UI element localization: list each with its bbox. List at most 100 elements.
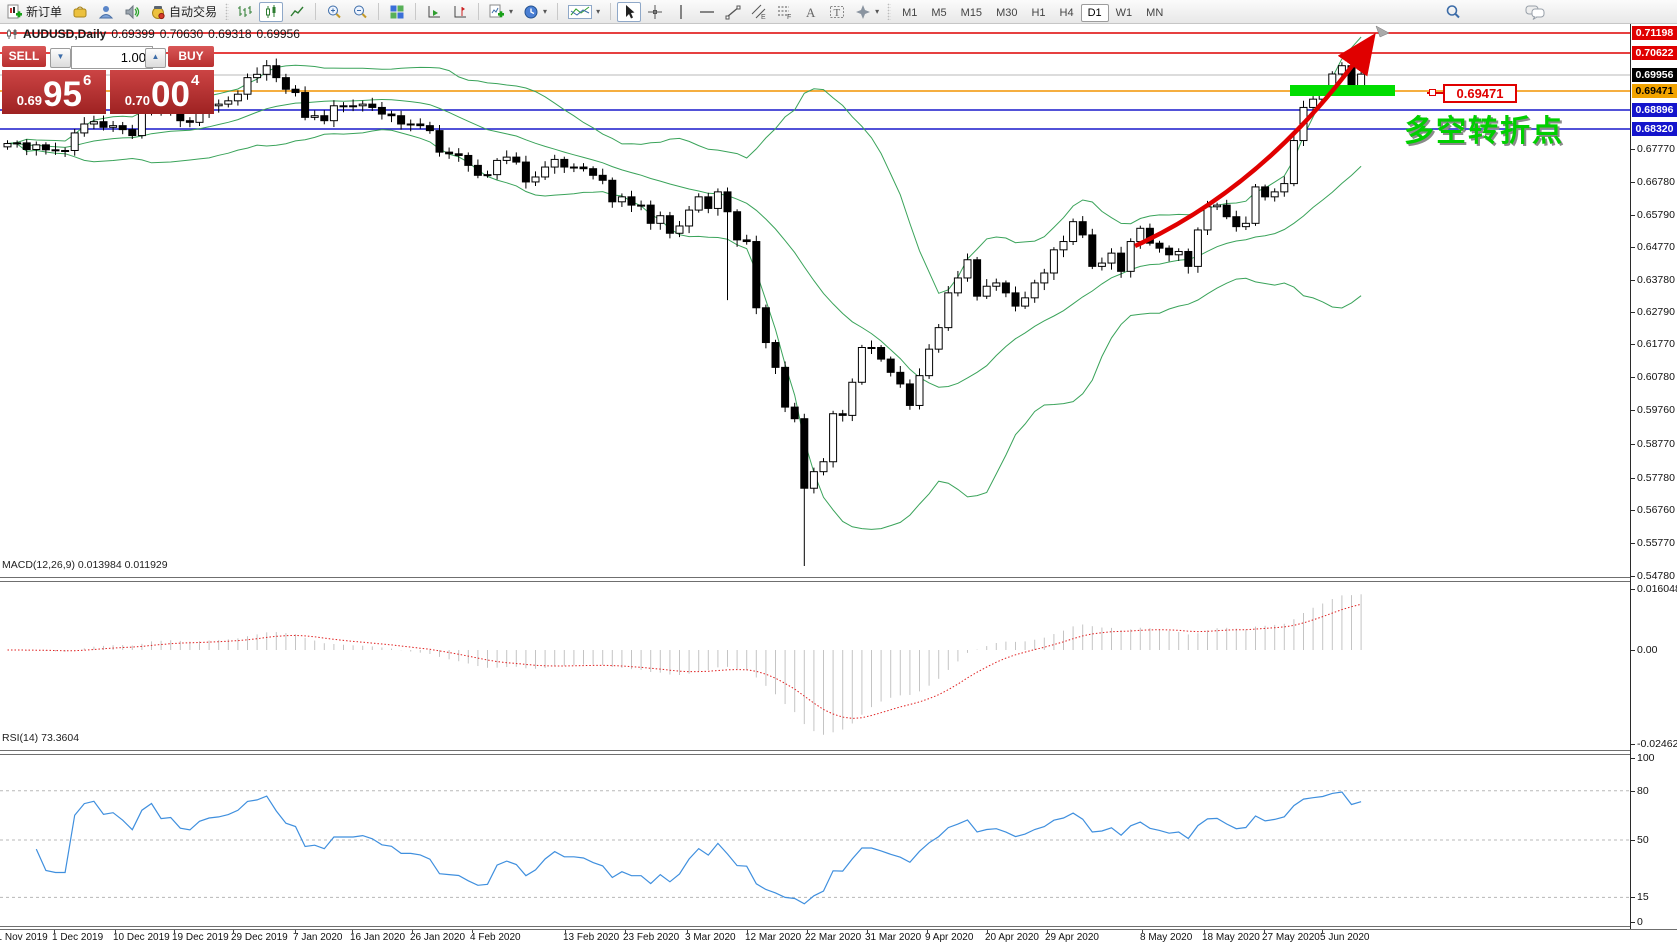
axis-label: 0.55770 (1637, 537, 1675, 549)
profiles-dropdown[interactable]: ▾ (519, 2, 551, 22)
axis-label: 0.016048 (1637, 583, 1677, 595)
new-chart-dropdown[interactable]: ▾ (485, 2, 517, 22)
zoom-out-icon (354, 5, 367, 18)
date-label: 20 Apr 2020 (985, 932, 1039, 943)
zoom-out-button[interactable] (348, 2, 372, 22)
turning-point-note[interactable]: 多空转折点 (1404, 115, 1564, 148)
equidistant-channel-tool[interactable]: E (747, 2, 771, 22)
buy-button[interactable]: BUY (168, 46, 214, 67)
navigator-button[interactable] (94, 2, 118, 22)
text-tool[interactable]: A (799, 2, 823, 22)
date-tick (233, 930, 234, 933)
line-chart-button[interactable] (285, 2, 309, 22)
rsi-splitter[interactable] (0, 750, 1677, 755)
sell-price-big: 95 (43, 75, 82, 114)
auto-scroll-button[interactable] (422, 2, 446, 22)
price-flag-label[interactable]: 0.69471 (1443, 84, 1517, 103)
symbol-label: AUDUSD,Daily (23, 27, 107, 41)
sell-price[interactable]: 0.69 95 6 (2, 70, 106, 114)
candlestick-chart-button[interactable] (259, 1, 284, 22)
date-label: 4 Feb 2020 (470, 932, 521, 943)
timeframe-m1[interactable]: M1 (902, 6, 918, 19)
search-button[interactable] (1441, 2, 1465, 22)
bar-chart-button[interactable] (233, 2, 257, 22)
bar-chart-icon (238, 5, 253, 17)
trendline-tool[interactable] (721, 2, 745, 22)
axis-label: 80 (1637, 785, 1649, 797)
autotrading-button[interactable]: 自动交易 (146, 1, 221, 22)
indicators-combo[interactable]: ▾ (564, 2, 604, 22)
timeframe-m15[interactable]: M15 (960, 6, 983, 19)
timeframe-w1[interactable]: W1 (1115, 6, 1133, 19)
chart-shift-icon (454, 5, 467, 17)
date-label: 7 Jan 2020 (293, 932, 343, 943)
new-order-button[interactable]: 新订单 (3, 1, 66, 22)
chat-button[interactable] (1521, 2, 1549, 22)
fibonacci-tool[interactable]: F (773, 2, 797, 22)
shapes-dropdown[interactable]: ▾ (851, 2, 883, 22)
cursor-tool[interactable] (617, 1, 642, 22)
price-axis[interactable]: 0.67770 0.66780 0.65790 0.64770 0.63780 0.627… (1630, 24, 1677, 929)
date-tick (565, 930, 566, 933)
alerts-button[interactable] (120, 2, 144, 22)
timeframe-h4[interactable]: H4 (1059, 6, 1074, 19)
date-tick (295, 930, 296, 933)
axis-tick (1631, 478, 1635, 479)
axis-tick (1631, 410, 1635, 411)
navigator-icon (98, 5, 114, 18)
date-tick (807, 930, 808, 933)
vertical-line-tool[interactable] (669, 2, 693, 22)
alerts-icon (125, 4, 140, 19)
date-label: 10 Dec 2019 (113, 932, 170, 943)
macd-label: MACD(12,26,9) 0.013984 0.011929 (2, 559, 168, 571)
chart-title: AUDUSD,Daily 0.69399 0.70630 0.69318 0.6… (6, 27, 300, 41)
volume-decrease-button[interactable]: ▼ (50, 48, 71, 68)
axis-label: 0.60780 (1637, 371, 1675, 383)
trend-arrow[interactable] (1134, 32, 1376, 249)
date-label: 18 May 2020 (1202, 932, 1260, 943)
price-flag-handle[interactable] (1429, 89, 1436, 96)
timeframe-mn[interactable]: MN (1146, 6, 1164, 19)
axis-label: 0.54780 (1637, 570, 1675, 582)
axis-label: 15 (1637, 891, 1649, 903)
crosshair-tool[interactable] (643, 2, 667, 22)
timeframe-h1[interactable]: H1 (1031, 6, 1046, 19)
market-watch-icon (73, 6, 87, 17)
axis-label: 0.58770 (1637, 438, 1675, 450)
sell-button[interactable]: SELL (2, 46, 46, 67)
vertical-line-icon (680, 4, 682, 19)
tile-windows-button[interactable] (385, 2, 409, 22)
macd-indicator-panel[interactable] (0, 580, 1630, 750)
volume-input[interactable] (71, 46, 153, 69)
timeframe-m30[interactable]: M30 (996, 6, 1018, 19)
macd-splitter[interactable] (0, 577, 1677, 582)
equidistant-channel-icon: E (751, 4, 766, 20)
date-label: 12 Mar 2020 (745, 932, 802, 943)
axis-tick (1631, 444, 1635, 445)
timeframe-m5[interactable]: M5 (931, 6, 947, 19)
buy-price[interactable]: 0.70 00 4 (110, 70, 214, 114)
autotrading-icon (152, 5, 165, 19)
zoom-in-button[interactable] (322, 2, 346, 22)
price-badge: 0.68896 (1632, 103, 1677, 117)
chart-shift-button[interactable] (448, 2, 472, 22)
date-tick (687, 930, 688, 933)
ohlc-low: 0.69318 (208, 27, 252, 41)
market-watch-button[interactable] (68, 2, 92, 22)
axis-tick (1631, 840, 1635, 841)
timeframe-d1[interactable]: D1 (1080, 3, 1109, 22)
new-order-icon (7, 4, 22, 18)
text-label-tool[interactable]: T (825, 2, 849, 22)
date-tick (1264, 930, 1265, 933)
date-tick (352, 930, 353, 933)
axis-tick (1631, 312, 1635, 313)
rsi-indicator-panel[interactable] (0, 753, 1630, 926)
date-label: 27 May 2020 (1262, 932, 1320, 943)
volume-increase-button[interactable]: ▲ (145, 48, 166, 68)
horizontal-line-tool[interactable] (695, 2, 719, 22)
price-chart[interactable] (0, 24, 1630, 577)
highlight-bar[interactable] (1290, 85, 1395, 96)
price-badge: 0.69956 (1632, 68, 1677, 82)
date-label: 9 Apr 2020 (925, 932, 974, 943)
